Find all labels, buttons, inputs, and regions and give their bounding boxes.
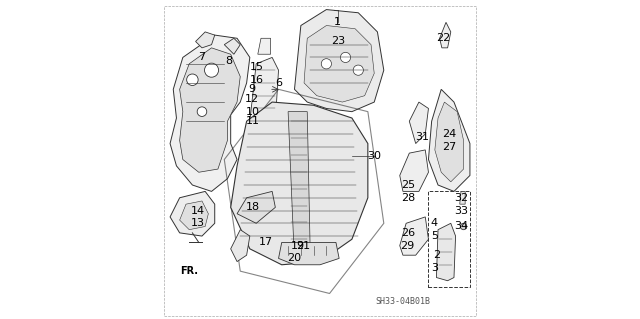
Polygon shape (436, 223, 456, 281)
Text: 8: 8 (225, 56, 233, 66)
Text: 7: 7 (198, 52, 205, 63)
Text: 26: 26 (401, 228, 415, 238)
Polygon shape (258, 38, 271, 54)
Polygon shape (250, 57, 278, 134)
Text: 13: 13 (191, 218, 205, 228)
Text: 14: 14 (191, 205, 205, 216)
Text: 15: 15 (250, 62, 264, 72)
Circle shape (353, 65, 364, 75)
Polygon shape (230, 102, 368, 265)
Text: 31: 31 (415, 132, 429, 142)
Polygon shape (400, 150, 428, 191)
Text: 10: 10 (246, 107, 260, 117)
Polygon shape (170, 35, 250, 191)
Text: 17: 17 (259, 237, 273, 248)
Text: 5: 5 (431, 231, 438, 241)
Polygon shape (170, 191, 215, 236)
Polygon shape (304, 26, 374, 102)
Polygon shape (400, 217, 428, 255)
Text: 11: 11 (246, 116, 260, 126)
Polygon shape (410, 102, 428, 144)
Polygon shape (224, 38, 240, 54)
Text: 6: 6 (275, 78, 282, 88)
Polygon shape (196, 32, 215, 48)
Text: 22: 22 (436, 33, 450, 43)
Text: 9: 9 (248, 84, 255, 94)
Text: 12: 12 (244, 94, 259, 104)
Polygon shape (294, 10, 384, 112)
Polygon shape (460, 191, 465, 204)
Text: 33: 33 (454, 205, 468, 216)
Circle shape (187, 74, 198, 85)
Text: 30: 30 (367, 151, 381, 161)
Polygon shape (180, 201, 209, 230)
Text: 25: 25 (402, 180, 416, 190)
Circle shape (460, 223, 467, 230)
Polygon shape (440, 22, 451, 48)
Polygon shape (278, 242, 339, 265)
Text: 20: 20 (287, 253, 301, 263)
Text: 28: 28 (401, 193, 416, 203)
Circle shape (340, 52, 351, 63)
Polygon shape (288, 112, 310, 262)
Text: 21: 21 (296, 241, 310, 251)
Polygon shape (237, 191, 275, 223)
Text: 19: 19 (291, 241, 305, 251)
Text: SH33-04B01B: SH33-04B01B (376, 297, 431, 306)
Text: 1: 1 (334, 17, 341, 27)
Text: 4: 4 (431, 218, 438, 228)
Circle shape (321, 59, 332, 69)
Text: 2: 2 (433, 250, 440, 260)
Polygon shape (428, 89, 470, 191)
Bar (428, 191, 470, 287)
Text: FR.: FR. (180, 266, 198, 276)
Text: 23: 23 (331, 36, 345, 47)
Polygon shape (435, 102, 463, 182)
Text: 3: 3 (431, 263, 438, 273)
Text: 34: 34 (454, 221, 468, 232)
Polygon shape (180, 48, 240, 172)
Text: 32: 32 (454, 193, 468, 203)
Text: 24: 24 (442, 129, 456, 139)
Text: 27: 27 (442, 142, 456, 152)
Circle shape (205, 63, 218, 77)
Text: 18: 18 (246, 202, 260, 212)
Circle shape (197, 107, 207, 116)
Polygon shape (230, 230, 250, 262)
Text: 29: 29 (401, 241, 415, 251)
Text: 16: 16 (250, 75, 264, 85)
